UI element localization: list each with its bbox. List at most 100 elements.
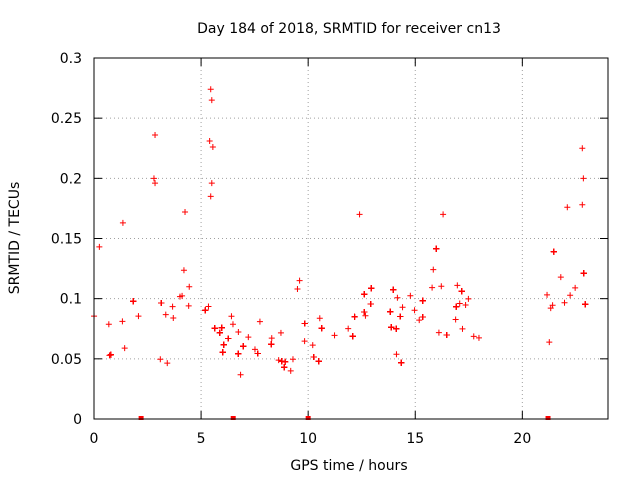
data-point [419,297,426,304]
data-point [398,359,405,366]
data-point [430,266,437,273]
data-point [180,267,187,274]
zero-value-marker [230,416,236,420]
data-point [229,321,236,328]
y-tick-label: 0 [73,412,82,428]
data-point [296,277,303,284]
data-point [465,295,472,302]
data-point [345,325,352,332]
data-point [105,321,112,328]
data-point [429,284,436,291]
data-point [547,305,554,312]
data-point [301,338,308,345]
data-point [564,204,571,211]
x-tick-label: 5 [197,431,206,447]
x-tick-label: 20 [513,431,531,447]
data-point [440,211,447,218]
y-tick-label: 0.1 [60,292,82,308]
data-point [561,299,568,306]
data-point [207,86,214,93]
data-point [443,331,450,338]
data-point [206,138,213,145]
data-point [186,283,193,290]
data-points [91,86,589,420]
data-point [462,302,469,309]
data-point [220,341,227,348]
data-point [268,341,275,348]
data-point [454,282,461,289]
data-point [216,329,223,336]
data-point [287,367,294,374]
x-tick-label: 15 [406,431,424,447]
data-point [550,248,557,255]
data-point [211,325,218,332]
tick-labels: 0 0.05 0.1 0.15 0.2 0.25 0.3 0 5 10 15 20 [51,51,531,447]
data-point [351,313,358,320]
data-point [208,180,215,187]
data-point [237,371,244,378]
y-axis-label: SRMTID / TECUs [7,182,23,295]
x-tick-label: 10 [299,431,317,447]
data-point [256,318,263,325]
data-point [289,356,296,363]
data-point [235,350,242,357]
data-point [567,292,574,299]
data-point [407,292,414,299]
data-point [453,303,460,310]
data-point [185,302,192,309]
data-point [228,313,235,320]
y-tick-label: 0.25 [51,111,82,127]
data-point [207,193,214,200]
data-point [419,313,426,320]
data-point [277,329,284,336]
data-point [416,317,423,324]
data-point [225,335,232,342]
data-point [580,175,587,182]
grid-lines [94,58,608,419]
data-point [310,354,317,361]
data-point [162,311,169,318]
data-point [121,345,128,352]
data-point [205,303,212,310]
data-point [387,308,394,315]
data-point [202,307,209,314]
data-point [152,180,159,187]
data-point [368,285,375,292]
data-point [164,360,171,367]
data-point [544,291,551,298]
data-point [388,324,395,331]
y-tick-label: 0.15 [51,232,82,248]
data-point [361,291,368,298]
data-point [240,343,247,350]
data-point [315,358,322,365]
data-point [119,318,126,325]
data-point [182,209,189,216]
y-tick-label: 0.05 [51,352,82,368]
data-point [169,303,176,310]
data-point [433,245,440,252]
data-point [294,286,301,293]
data-point [557,274,564,281]
data-point [367,300,374,307]
data-point [119,219,126,226]
data-point [546,339,553,346]
data-point [470,333,477,340]
data-point [254,350,261,357]
data-point [572,284,579,291]
data-point [456,300,463,307]
data-point [362,312,369,319]
data-point [438,283,445,290]
data-point [316,315,323,322]
zero-value-marker [545,416,551,420]
data-point [235,328,242,335]
data-point [580,270,587,277]
data-point [309,342,316,349]
data-point [208,97,215,104]
data-point [150,175,157,182]
data-point [399,304,406,311]
data-point [107,351,114,358]
data-point [130,298,137,305]
data-point [275,357,282,364]
